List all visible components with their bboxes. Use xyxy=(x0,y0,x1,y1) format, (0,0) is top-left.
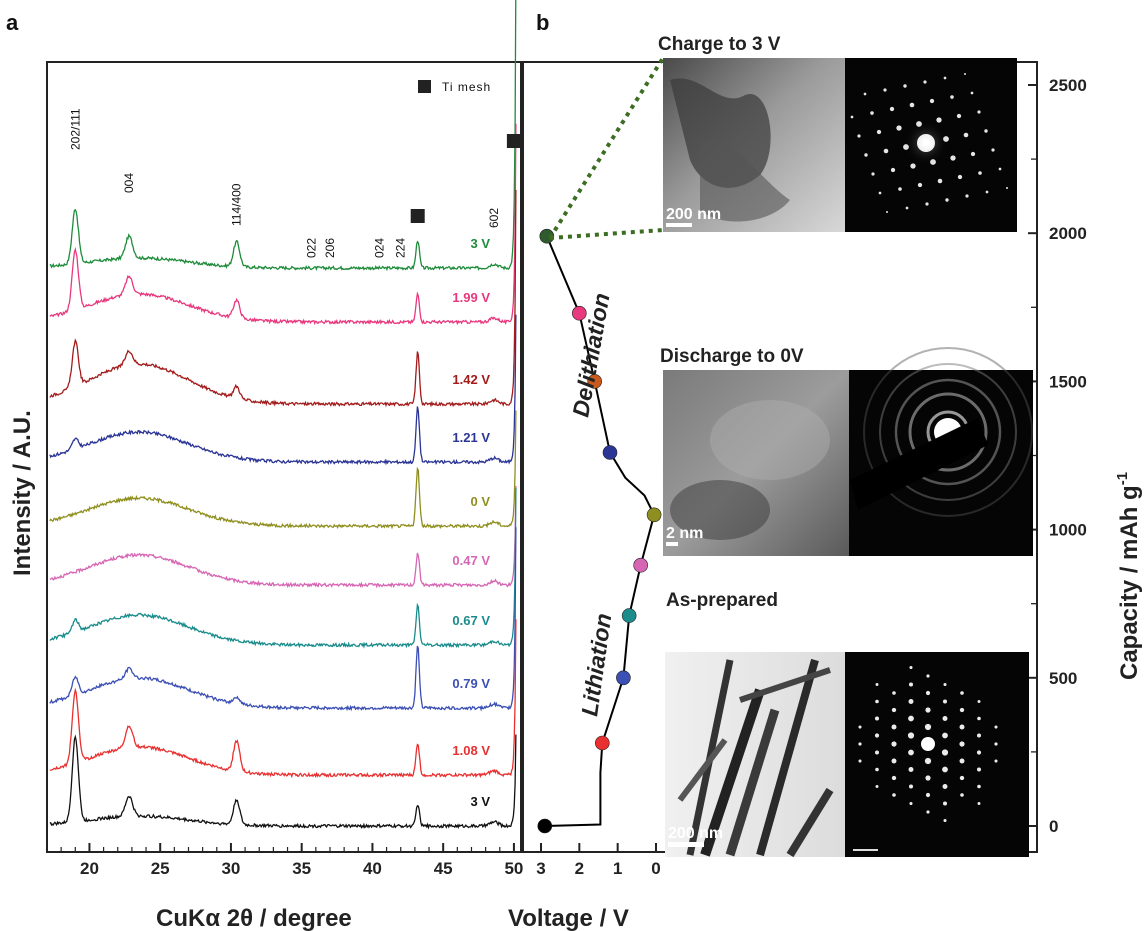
xrd-peak-label: 202/111 xyxy=(68,108,82,150)
inset-title-charge: Charge to 3 V xyxy=(658,34,781,55)
lithiation-label: Lithiation xyxy=(576,612,616,718)
connector-line-lower xyxy=(550,230,663,238)
ti-mesh-marker xyxy=(507,134,521,148)
xrd-peak-label: 206 xyxy=(323,238,337,258)
xrd-peak-label: 024 xyxy=(373,238,387,258)
inset-discharge: 2 nm xyxy=(663,348,1033,556)
xrd-series-line xyxy=(50,411,516,528)
xrd-voltage-label: 1.42 V xyxy=(452,372,490,387)
xrd-x-tick-label: 20 xyxy=(80,859,99,878)
xrd-series-line xyxy=(50,315,516,464)
xrd-x-ticks: 20 25 30 35 40 45 50 xyxy=(61,843,523,878)
capacity-x-tick-label: 2 xyxy=(575,859,584,878)
capacity-point xyxy=(634,558,648,572)
xrd-voltage-label: 0.47 V xyxy=(452,553,490,568)
xrd-x-tick-label: 45 xyxy=(434,859,453,878)
inset-prepared: 200 nm xyxy=(665,652,1029,857)
connector-line-upper xyxy=(550,58,663,238)
xrd-series-line xyxy=(50,488,516,647)
xrd-peak-label: 224 xyxy=(394,238,408,258)
capacity-y-tick-label: 500 xyxy=(1049,669,1077,688)
capacity-x-axis-title: Voltage / V xyxy=(508,905,629,931)
capacity-point xyxy=(622,609,636,623)
xrd-series-line xyxy=(50,0,516,270)
inset-title-discharge: Discharge to 0V xyxy=(660,346,804,367)
capacity-point xyxy=(647,508,661,522)
xrd-x-tick-label: 35 xyxy=(292,859,311,878)
capacity-x-tick-label: 3 xyxy=(536,859,545,878)
xrd-voltage-label: 1.21 V xyxy=(452,430,490,445)
capacity-x-tick-label: 1 xyxy=(613,859,622,878)
xrd-x-tick-label: 40 xyxy=(363,859,382,878)
panel-label-b: b xyxy=(536,10,549,35)
legend-ti-mesh-label: Ti mesh xyxy=(442,80,491,94)
capacity-y-tick-label: 1000 xyxy=(1049,521,1087,540)
scale-label-prepared: 200 nm xyxy=(668,825,723,842)
xrd-voltage-label: 1.08 V xyxy=(452,743,490,758)
xrd-panel: 20 25 30 35 40 45 50 202/111 004 114/400 022 206 02… xyxy=(9,0,523,931)
capacity-y-axis-title: Capacity / mAh g-1 xyxy=(1114,472,1143,680)
capacity-y-axis-title-group: Capacity / mAh g-1 xyxy=(1114,472,1143,680)
saed-image-prepared xyxy=(845,652,1029,857)
capacity-point xyxy=(603,446,617,460)
scale-label-charge: 200 nm xyxy=(666,206,721,223)
xrd-x-tick-label: 25 xyxy=(151,859,170,878)
xrd-peak-labels: 202/111 004 114/400 022 206 024 224 602 xyxy=(68,108,501,258)
capacity-y-tick-label: 1500 xyxy=(1049,372,1087,391)
inset-title-prepared: As-prepared xyxy=(666,590,778,611)
xrd-voltage-label: 3 V xyxy=(470,236,490,251)
xrd-x-tick-label: 50 xyxy=(504,859,523,878)
scale-label-discharge: 2 nm xyxy=(666,525,703,542)
xrd-series-line xyxy=(50,124,516,324)
xrd-peak-label: 022 xyxy=(305,238,319,258)
xrd-plot-frame xyxy=(47,62,521,852)
capacity-x-ticks: 3 2 1 0 xyxy=(536,843,660,878)
xrd-voltage-label: 0.67 V xyxy=(452,613,490,628)
capacity-x-tick-label: 0 xyxy=(651,859,660,878)
xrd-series-line xyxy=(50,619,516,776)
xrd-peak-label: 602 xyxy=(487,208,501,228)
capacity-y-tick-label: 0 xyxy=(1049,817,1058,836)
inset-charge: 200 nm xyxy=(663,58,1017,232)
capacity-point xyxy=(538,819,552,833)
capacity-y-tick-label: 2000 xyxy=(1049,224,1087,243)
panel-label-a: a xyxy=(6,10,19,35)
scale-bar-prepared xyxy=(668,842,704,847)
xrd-voltage-label: 1.99 V xyxy=(452,290,490,305)
scale-bar-charge xyxy=(666,223,692,227)
xrd-peak-label: 004 xyxy=(122,173,136,193)
xrd-y-axis-title: Intensity / A.U. xyxy=(9,410,36,576)
xrd-voltage-label: 0.79 V xyxy=(452,676,490,691)
xrd-peak-label: 114/400 xyxy=(230,183,244,226)
capacity-y-tick-label: 2500 xyxy=(1049,76,1087,95)
xrd-x-axis-title: CuKα 2θ / degree xyxy=(156,905,352,931)
ti-mesh-markers xyxy=(411,134,521,223)
capacity-point xyxy=(595,736,609,750)
scale-bar-discharge xyxy=(666,542,678,546)
xrd-voltage-label: 3 V xyxy=(470,794,490,809)
xrd-x-tick-label: 30 xyxy=(221,859,240,878)
legend-ti-mesh-marker xyxy=(418,80,431,93)
xrd-series-group xyxy=(50,0,516,827)
xrd-voltage-label: 0 V xyxy=(470,494,490,509)
ti-mesh-marker xyxy=(411,209,425,223)
capacity-point xyxy=(616,671,630,685)
